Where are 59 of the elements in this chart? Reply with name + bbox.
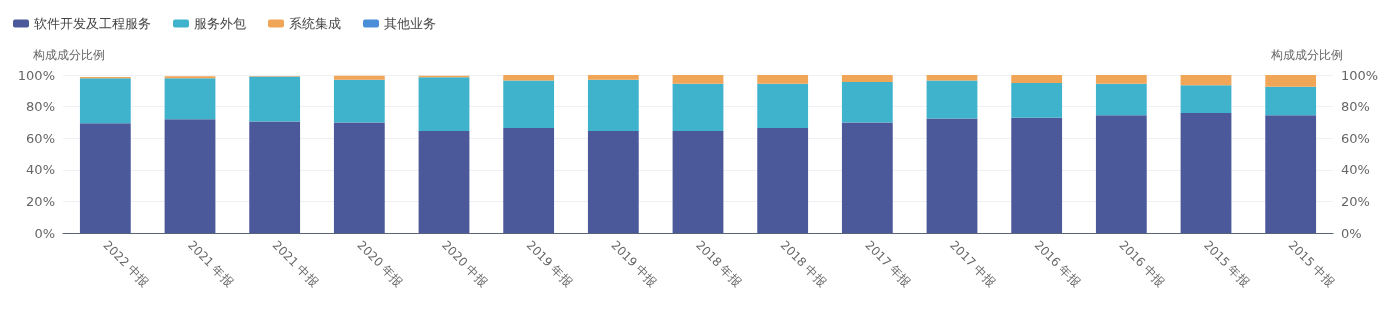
bar <box>672 131 724 233</box>
bar <box>587 79 639 132</box>
bar <box>1180 85 1232 113</box>
bar <box>164 78 216 120</box>
bar <box>164 119 216 233</box>
bar <box>926 118 978 233</box>
bar <box>1265 115 1317 233</box>
bar <box>333 122 385 233</box>
bar <box>1011 82 1063 118</box>
bar <box>1265 86 1317 116</box>
bar <box>79 78 131 124</box>
y2-tick-label: 0% <box>1341 225 1362 241</box>
bar <box>503 127 555 233</box>
y2-tick-label: 80% <box>1341 99 1370 115</box>
bar <box>333 75 385 80</box>
bar <box>1180 112 1232 233</box>
bar <box>757 127 809 233</box>
bar <box>841 82 893 123</box>
y-tick-label: 100% <box>17 67 55 83</box>
bar <box>1265 75 1317 87</box>
bar <box>757 83 809 128</box>
bar <box>1011 75 1063 83</box>
y-tick-label: 60% <box>26 130 55 146</box>
bar <box>503 75 555 81</box>
y2-tick-label: 40% <box>1341 162 1370 178</box>
bar <box>1180 75 1232 86</box>
bar <box>841 75 893 83</box>
bar <box>1011 117 1063 233</box>
legend-label: 其他业务 <box>384 16 436 31</box>
bar <box>926 80 978 119</box>
bar <box>587 131 639 233</box>
bar <box>672 83 724 132</box>
bar <box>418 77 470 132</box>
bar <box>1095 83 1147 116</box>
bar <box>1095 75 1147 84</box>
bar <box>757 75 809 84</box>
y2-tick-label: 100% <box>1341 67 1379 83</box>
bar <box>672 75 724 84</box>
bar <box>926 75 978 81</box>
bar <box>503 80 555 128</box>
bar <box>841 122 893 233</box>
bar <box>1095 115 1147 233</box>
y-tick-label: 20% <box>26 193 55 209</box>
legend-label: 软件开发及工程服务 <box>34 16 151 31</box>
y2-axis-title: 构成成分比例 <box>1270 48 1343 62</box>
legend-label: 系统集成 <box>289 16 341 31</box>
legend-label: 服务外包 <box>194 16 246 31</box>
y-axis-title: 构成成分比例 <box>32 48 105 62</box>
y-tick-label: 0% <box>34 225 55 241</box>
y-tick-label: 80% <box>26 99 55 115</box>
bar <box>79 123 131 233</box>
bar <box>249 121 301 233</box>
bar <box>249 76 301 122</box>
y2-tick-label: 60% <box>1341 130 1370 146</box>
y-tick-label: 40% <box>26 162 55 178</box>
y2-tick-label: 20% <box>1341 193 1370 209</box>
bar <box>418 131 470 233</box>
bar <box>587 75 639 80</box>
bar <box>333 79 385 123</box>
